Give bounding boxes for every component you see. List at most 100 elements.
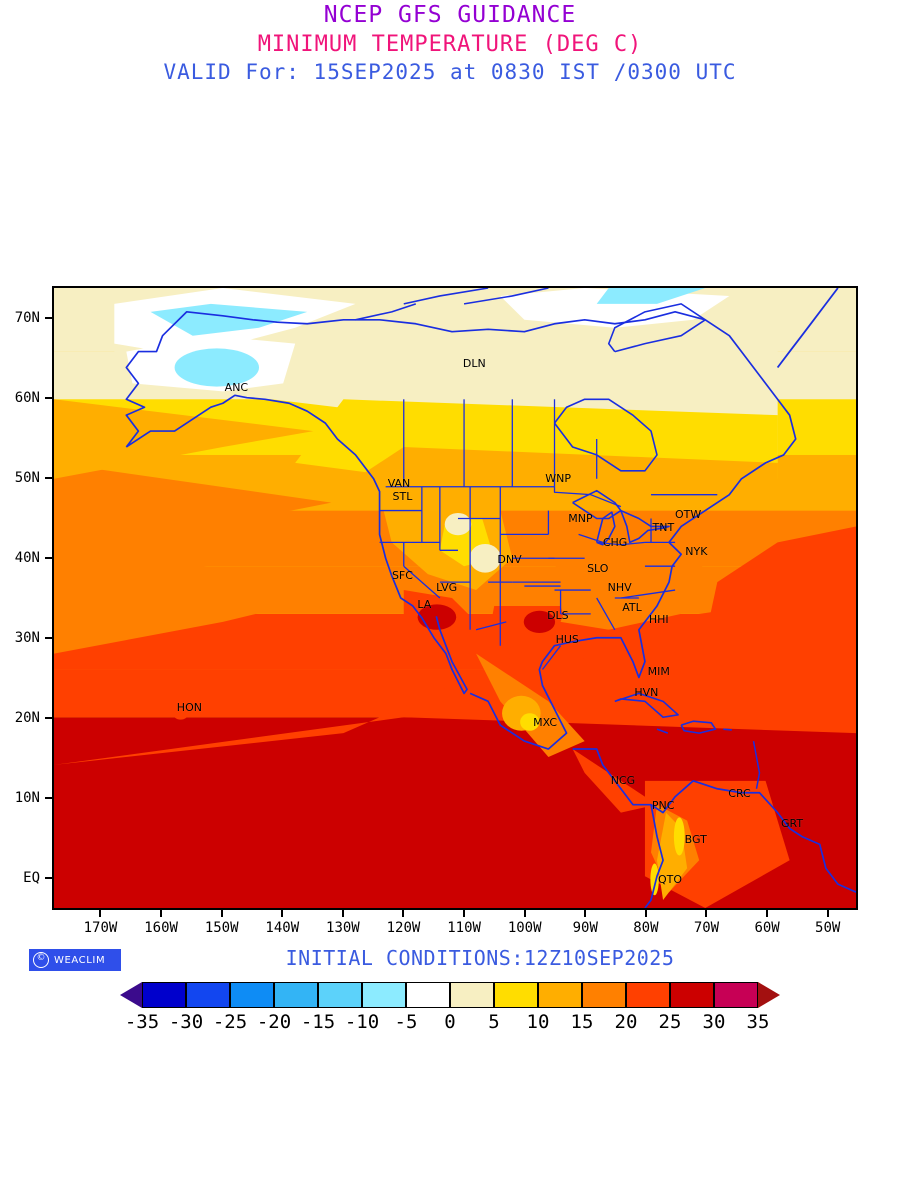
lon-tick [523, 910, 526, 917]
lat-tick [45, 477, 52, 479]
lon-label: 160W [144, 920, 178, 936]
copyright-icon: © [33, 952, 49, 968]
bogota-highland [673, 817, 685, 856]
lon-label: 150W [204, 920, 239, 936]
page-subtitle: MINIMUM TEMPERATURE (DEG C) [257, 32, 643, 58]
political-border-31 [475, 621, 507, 631]
colorbar-tick-labels: -35 -30 -25 -20 -15 -10 -5 0 5 10 15 20 25 30 35 [110, 1011, 790, 1037]
puerto-rico [723, 728, 732, 731]
city-label-hus: HUS [555, 632, 579, 646]
colorbar-cell [582, 982, 626, 1008]
great-lakes [572, 489, 670, 544]
colorbar-cell [406, 982, 450, 1008]
political-border-1 [553, 486, 622, 508]
lat-tick [45, 397, 52, 399]
lon-label: 140W [265, 920, 300, 936]
city-label-mim: MIM [647, 664, 670, 678]
city-label-chg: CHG [602, 535, 628, 549]
north-america-coast [125, 311, 797, 750]
title-block: NCEP GFS GUIDANCE MINIMUM TEMPERATURE (D… [0, 0, 900, 87]
yellowstone-cold [444, 512, 472, 536]
greenland-coast [776, 288, 839, 369]
pacific-sa-coast [644, 804, 664, 908]
colorbar-cell [318, 982, 362, 1008]
weaclim-logo: © WEACLIM [29, 949, 121, 971]
colorbar-tick-label: 30 [702, 1011, 726, 1033]
map-frame[interactable] [52, 286, 858, 910]
city-label-ncg: NCG [610, 774, 636, 788]
colorbar-tick-label: -15 [300, 1011, 336, 1033]
lon-tick [341, 910, 344, 917]
political-border-20 [596, 541, 621, 546]
colorbar-cell [538, 982, 582, 1008]
city-label-mxc: MXC [533, 715, 558, 729]
arctic-islands-2 [403, 288, 489, 305]
city-label-slo: SLO [587, 562, 609, 576]
west-coast [125, 394, 468, 695]
lat-label: 60N [14, 390, 40, 406]
lat-label: 70N [14, 310, 40, 326]
ne-pacific [54, 542, 356, 654]
lat-tick [45, 877, 52, 879]
lon-tick [220, 910, 223, 917]
lon-tick [826, 910, 829, 917]
lon-label: 80W [633, 920, 659, 936]
city-label-atl: ATL [622, 601, 642, 615]
lon-label: 130W [326, 920, 360, 936]
political-border-21 [620, 541, 646, 546]
colorbar-tick-label: -10 [344, 1011, 380, 1033]
city-label-hhi: HHI [648, 613, 669, 627]
colorbar-cell [362, 982, 406, 1008]
colorbar-tick-label: 25 [658, 1011, 682, 1033]
lon-label: 170W [83, 920, 118, 936]
lat-label: EQ [23, 870, 40, 886]
lon-label: 90W [572, 920, 598, 936]
city-label-crc: CRC [728, 787, 751, 800]
lon-label: 100W [507, 920, 542, 936]
hudson-bay [553, 398, 658, 472]
city-label-dnv: DNV [497, 553, 522, 567]
colorbar-tick-label: -20 [256, 1011, 292, 1033]
texas-hot [523, 610, 556, 633]
colorbar-tick-label: 15 [570, 1011, 594, 1033]
lon-label: 120W [386, 920, 421, 936]
city-label-stl: STL [392, 490, 413, 504]
colorbar-cell [670, 982, 714, 1008]
city-label-bgt: BGT [684, 833, 707, 847]
lon-tick [281, 910, 284, 917]
colorbar-cell [450, 982, 494, 1008]
baffin-island [607, 303, 707, 353]
city-label-tnt: TNT [652, 521, 675, 535]
lon-tick [402, 910, 405, 917]
colorbar-cell [714, 982, 758, 1008]
cuba [614, 692, 679, 719]
prairie-belt [355, 446, 778, 503]
city-label-hvn: HVN [634, 686, 659, 700]
lon-label: 50W [815, 920, 841, 936]
lon-label: 110W [447, 920, 481, 936]
colorbar-swatches [120, 982, 780, 1008]
colorbar-cell [142, 982, 186, 1008]
valid-time-label: VALID For: 15SEP2025 at 0830 IST /0300 U… [163, 60, 737, 85]
colorbar-cell [186, 982, 230, 1008]
colorado-rockies-cold [469, 543, 501, 573]
ellesmere-cold [596, 288, 706, 304]
colorbar-tick-label: 0 [444, 1011, 456, 1033]
city-label-anc: ANC [224, 381, 249, 395]
gulf-stream [705, 526, 856, 638]
colorbar-tick-label: -30 [168, 1011, 204, 1033]
southeast [560, 590, 682, 630]
lon-tick [584, 910, 587, 917]
lat-label: 30N [14, 630, 40, 646]
lon-label: 60W [754, 920, 780, 936]
colorbar-arrow-low [120, 982, 142, 1008]
lat-tick [45, 797, 52, 799]
city-label-mnp: MNP [568, 511, 593, 525]
colorbar-tick-label: 20 [614, 1011, 638, 1033]
banks-island [355, 303, 417, 321]
city-label-grt: GRT [781, 816, 804, 830]
political-border-6 [403, 565, 441, 599]
lat-tick [45, 317, 52, 319]
lon-tick [766, 910, 769, 917]
lon-tick [705, 910, 708, 917]
